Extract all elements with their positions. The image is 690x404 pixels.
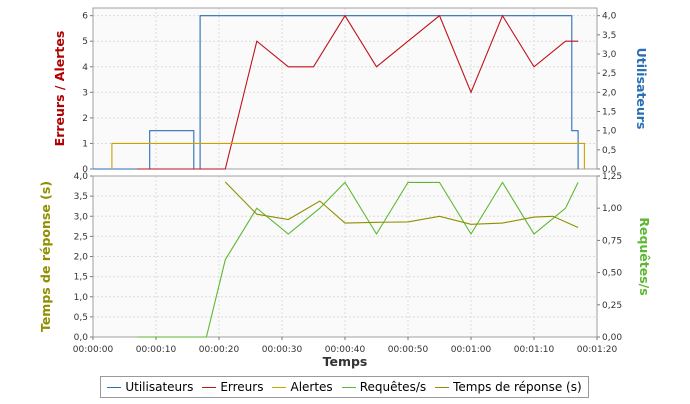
legend-item: Erreurs [202,380,263,394]
x-axis-title: Temps [323,354,368,369]
series-line-erreurs [137,14,579,170]
y-left-axis-title: Erreurs / Alertes [52,31,67,147]
y-right-tick-label: 4,0 [602,12,617,22]
y-left-tick-label: 3,0 [74,212,89,222]
y-left-tick-label: 5 [82,37,88,47]
y-right-tick-label: 1,0 [602,127,617,137]
x-tick-label: 00:00:10 [136,345,177,355]
y-left-tick-label: 4,0 [74,172,89,182]
legend-swatch [341,386,356,388]
y-left-tick-label: 3 [82,88,88,98]
y-left-tick-label: 0,0 [74,333,89,343]
x-tick-label: 00:00:40 [325,345,366,355]
legend-item: Utilisateurs [107,380,193,394]
legend-swatch [107,386,122,388]
y-right-tick-label: 0,0 [602,165,617,175]
chart-panel-top: 0 1 2 3 4 5 6 0,0 0,5 1,0 1,5 2,0 2,5 3,0 3,5 4,0 Erreur… [52,7,649,175]
plot-border [92,7,598,170]
y-left-tick-label: 6 [82,12,88,22]
chart-panel-bottom: 0,0 0,5 1,0 1,5 2,0 2,5 3,0 3,5 4,0 0,00 0,25 0,50 0… [38,172,652,369]
legend-label: Alertes [290,380,333,394]
y-left-tick-label: 2,0 [74,253,89,263]
y-right-tick-label: 0,00 [602,333,622,343]
x-tick-label: 00:00:20 [199,345,240,355]
legend-swatch [202,386,217,388]
y-right-axis-title: Utilisateurs [634,48,649,130]
y-right-tick-label: 2,0 [602,88,617,98]
y-left-tick-label: 2,5 [74,232,88,242]
y-right-tick-label: 1,5 [602,108,616,118]
legend-swatch [272,386,287,388]
y-left-tick-label: 1,0 [74,293,89,303]
x-tick-label: 00:00:00 [73,345,114,355]
y-right-tick-label: 3,5 [602,31,616,41]
legend-label: Erreurs [220,380,264,394]
y-right-tick-label: 3,0 [602,50,617,60]
y-left-tick-label: 0,5 [74,313,88,323]
y-left-tick-label: 0 [82,165,88,175]
y-left-tick-label: 3,5 [74,192,88,202]
legend-label: Utilisateurs [125,380,194,394]
series-line-temps-de-r-ponse-s [224,181,579,229]
legend-swatch [435,386,450,388]
y-left-tick-label: 1,5 [74,273,88,283]
series-line-alertes [111,142,585,169]
x-tick-label: 00:00:50 [388,345,429,355]
legend-item: Requêtes/s [341,380,427,394]
y-right-tick-label: 2,5 [602,69,616,79]
series-line-requ-tes-s [137,181,579,338]
legend: Utilisateurs Erreurs Alertes Requêtes/s … [100,376,589,398]
y-left-tick-label: 2 [82,114,88,124]
legend-item: Alertes [272,380,333,394]
y-right-tick-label: 0,25 [602,301,622,311]
y-right-tick-label: 0,50 [602,269,622,279]
y-left-tick-label: 4 [82,63,88,73]
y-right-tick-label: 1,25 [602,172,622,182]
y-right-axis-title: Requêtes/s [637,217,652,295]
x-tick-label: 00:01:20 [577,345,618,355]
legend-item: Temps de réponse (s) [435,380,582,394]
y-right-tick-label: 0,5 [602,146,616,156]
legend-label: Requêtes/s [359,380,427,394]
x-tick-label: 00:01:00 [451,345,492,355]
x-tick-label: 00:00:30 [262,345,303,355]
y-left-axis-title: Temps de réponse (s) [38,181,53,332]
y-right-tick-label: 0,75 [602,236,622,246]
legend-label: Temps de réponse (s) [453,380,582,394]
y-left-tick-label: 1 [82,139,88,149]
x-tick-label: 00:01:10 [514,345,555,355]
y-right-tick-label: 1,00 [602,204,622,214]
